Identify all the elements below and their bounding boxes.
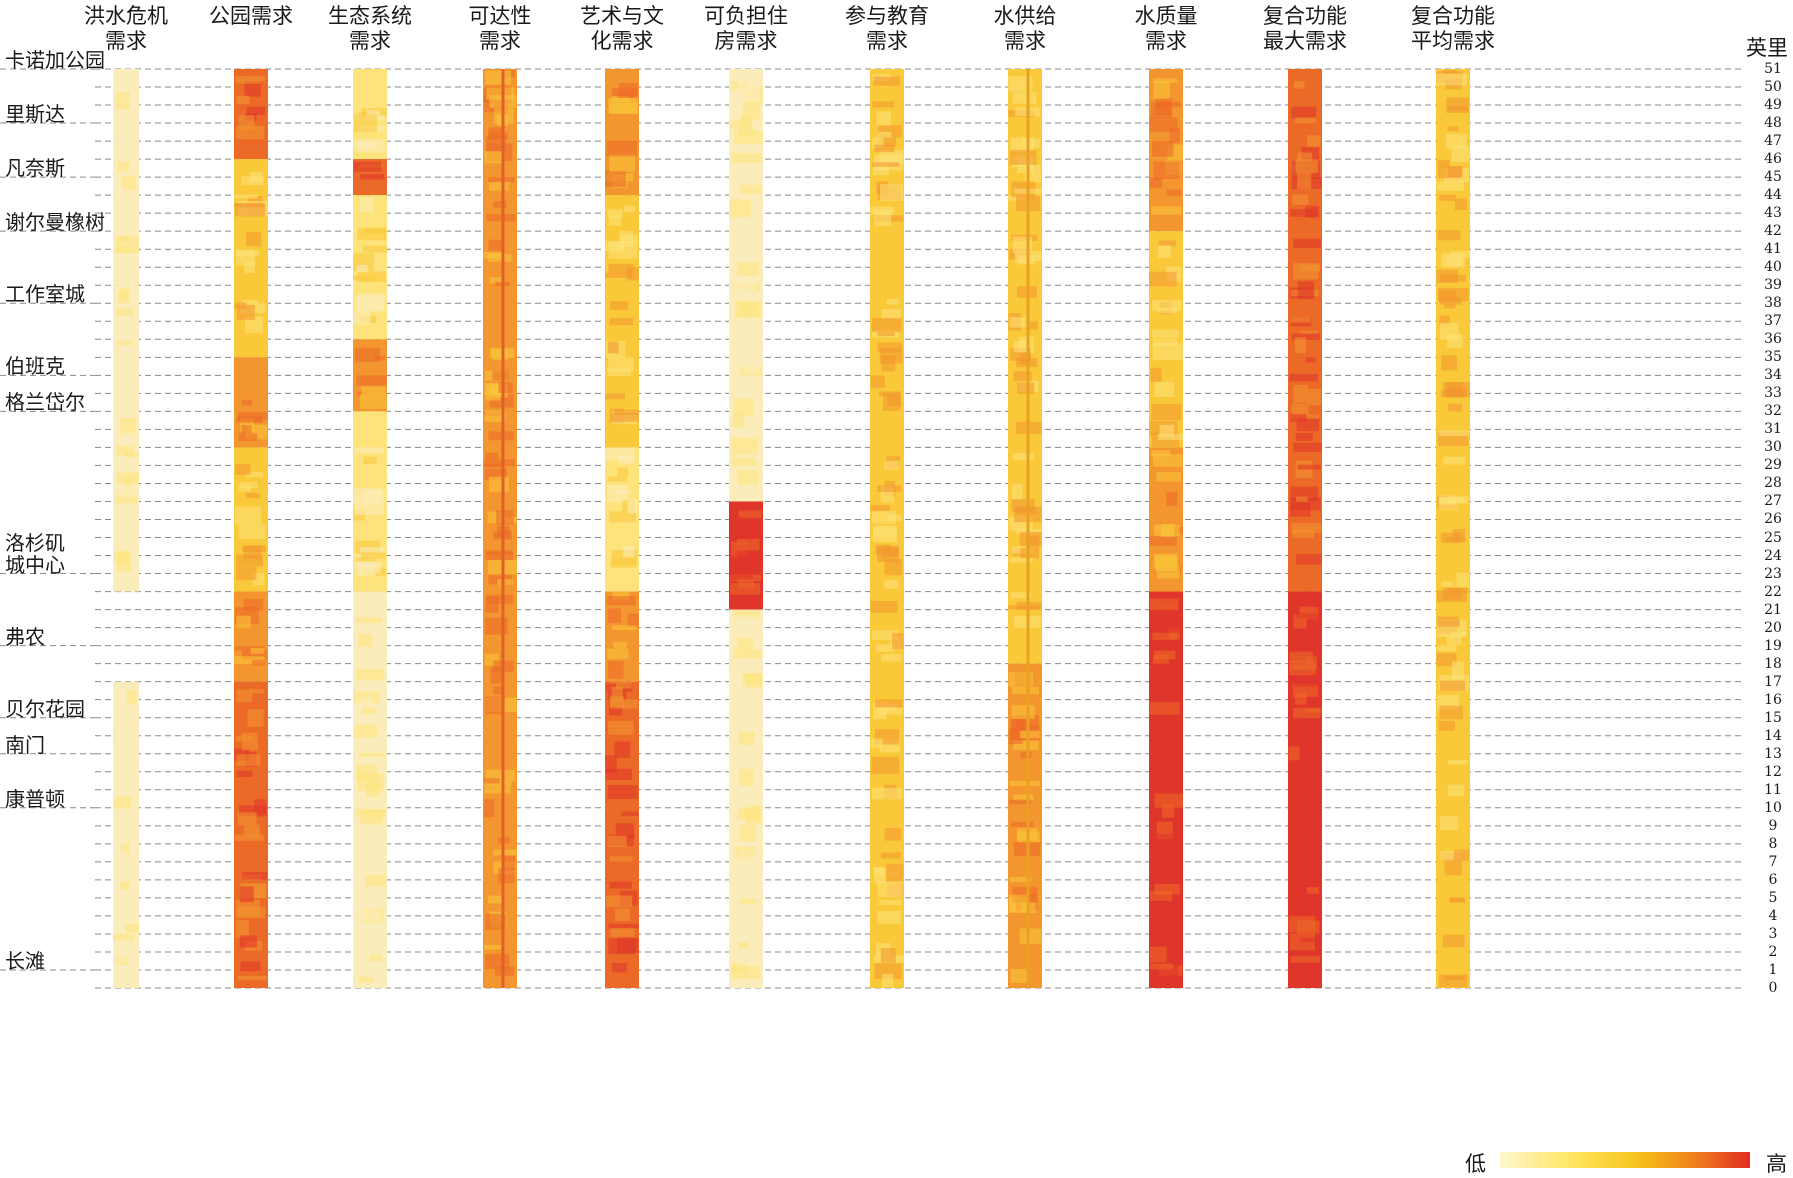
- place-label: 格兰岱尔: [5, 390, 85, 415]
- mile-tick-label: 11: [1764, 781, 1782, 798]
- mile-tick-label: 43: [1764, 205, 1782, 222]
- mile-tick-label: 37: [1764, 313, 1782, 330]
- legend-color-bar: [1500, 1152, 1750, 1168]
- mile-tick-label: 33: [1764, 385, 1782, 402]
- mile-tick-label: 39: [1764, 277, 1782, 294]
- mile-tick-label: 3: [1768, 925, 1778, 942]
- demand-strip: [483, 69, 517, 988]
- mile-tick-label: 20: [1764, 619, 1782, 636]
- mile-tick-label: 24: [1764, 547, 1782, 564]
- demand-strip: [605, 69, 639, 988]
- place-label: 卡诺加公园: [5, 48, 105, 72]
- mile-tick-label: 31: [1764, 421, 1782, 438]
- mile-tick-label: 46: [1764, 151, 1782, 168]
- mile-tick-label: 51: [1764, 61, 1782, 77]
- mile-tick-label: 44: [1764, 187, 1782, 204]
- mile-tick-label: 47: [1764, 133, 1782, 150]
- column-title: 可达性 需求: [468, 4, 532, 53]
- demand-strip: [1436, 69, 1470, 988]
- mile-tick-label: 15: [1764, 709, 1782, 726]
- column-title: 水质量 需求: [1134, 4, 1198, 53]
- column-title: 复合功能 最大需求: [1263, 4, 1347, 53]
- mile-unit-label: 英里: [1746, 36, 1788, 60]
- place-label: 康普顿: [5, 786, 65, 811]
- mile-tick-label: 50: [1764, 79, 1782, 96]
- column-title: 复合功能 平均需求: [1411, 4, 1495, 53]
- mile-tick-label: 30: [1764, 439, 1782, 456]
- place-label: 谢尔曼橡树: [5, 210, 105, 235]
- demand-strip: [1149, 69, 1183, 988]
- mile-tick-label: 14: [1764, 727, 1782, 744]
- mile-tick-label: 27: [1764, 493, 1782, 510]
- place-label: 工作室城: [5, 282, 85, 307]
- demand-strip: [353, 69, 387, 988]
- mile-tick-label: 42: [1764, 223, 1782, 240]
- mile-tick-label: 26: [1764, 511, 1782, 528]
- demand-strip: [234, 69, 268, 988]
- mile-tick-label: 1: [1768, 961, 1778, 978]
- mile-tick-label: 45: [1764, 169, 1782, 186]
- mile-tick-label: 49: [1764, 97, 1782, 114]
- place-label: 里斯达: [5, 102, 65, 127]
- mile-tick-label: 34: [1764, 367, 1782, 384]
- mile-tick-label: 38: [1764, 295, 1782, 312]
- mile-tick-label: 36: [1764, 331, 1782, 348]
- column-title: 可负担住 房需求: [704, 4, 788, 53]
- column-title: 公园需求: [209, 4, 293, 28]
- mile-tick-label: 16: [1764, 691, 1782, 708]
- column-title: 生态系统 需求: [328, 4, 412, 53]
- mile-tick-label: 2: [1768, 943, 1778, 960]
- mile-tick-label: 22: [1764, 583, 1782, 600]
- column-title: 水供给 需求: [993, 4, 1057, 53]
- legend-high-label: 高: [1766, 1152, 1787, 1176]
- mile-tick-label: 13: [1764, 745, 1782, 762]
- mile-tick-label: 12: [1764, 763, 1782, 780]
- legend-low-label: 低: [1465, 1152, 1486, 1176]
- place-label: 南门: [5, 732, 45, 757]
- mile-tick-label: 48: [1764, 115, 1782, 132]
- mile-tick-label: 0: [1768, 980, 1778, 996]
- place-label: 伯班克: [5, 354, 65, 379]
- place-label: 贝尔花园: [5, 696, 85, 721]
- mile-tick-label: 10: [1764, 799, 1782, 816]
- mile-tick-label: 4: [1768, 907, 1778, 924]
- mile-tick-label: 8: [1768, 835, 1778, 852]
- column-title: 参与教育 需求: [845, 4, 929, 53]
- mile-tick-label: 18: [1764, 655, 1782, 672]
- mile-tick-label: 35: [1764, 349, 1782, 366]
- mile-tick-label: 21: [1764, 601, 1782, 618]
- demand-strip: [729, 69, 763, 988]
- mile-tick-label: 29: [1764, 457, 1782, 474]
- mile-tick-label: 41: [1764, 241, 1782, 258]
- mile-tick-label: 25: [1764, 529, 1782, 546]
- column-title: 洪水危机 需求: [84, 4, 168, 53]
- mile-tick-label: 28: [1764, 475, 1782, 492]
- mile-tick-label: 19: [1764, 637, 1782, 654]
- mile-tick-label: 32: [1764, 403, 1782, 420]
- mile-tick-label: 17: [1764, 673, 1782, 690]
- demand-strip: [1288, 69, 1322, 988]
- mile-tick-label: 7: [1768, 853, 1778, 870]
- place-label: 长滩: [5, 948, 45, 973]
- place-label: 凡奈斯: [5, 156, 65, 181]
- mile-tick-label: 23: [1764, 565, 1782, 582]
- place-label: 弗农: [5, 624, 45, 649]
- demand-strip: [1008, 69, 1042, 988]
- mile-tick-label: 9: [1768, 817, 1778, 834]
- demand-strip: [113, 69, 139, 988]
- column-title: 艺术与文 化需求: [580, 4, 664, 53]
- place-label: 洛杉矶 城中心: [5, 530, 65, 577]
- mile-tick-label: 5: [1768, 889, 1778, 906]
- demand-strips: [113, 69, 1470, 988]
- demand-strip: [870, 69, 904, 988]
- mile-tick-label: 40: [1764, 259, 1782, 276]
- mile-tick-label: 6: [1768, 871, 1778, 888]
